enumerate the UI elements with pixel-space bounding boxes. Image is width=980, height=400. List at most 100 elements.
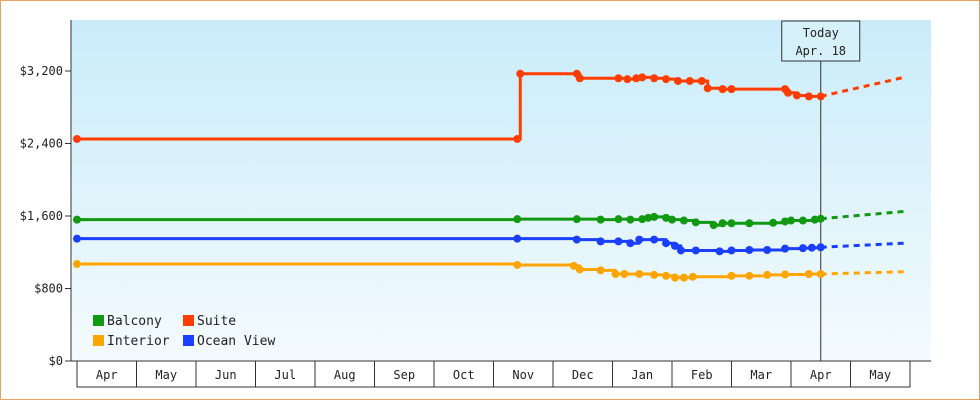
data-point-ocean-view: [763, 245, 772, 254]
legend-swatch: [93, 315, 104, 326]
data-point-suite: [727, 85, 736, 94]
data-point-ocean-view: [816, 243, 825, 252]
data-point-suite: [685, 76, 694, 85]
data-point-interior: [763, 270, 772, 279]
data-point-balcony: [614, 215, 623, 224]
data-point-ocean-view: [670, 241, 679, 250]
data-point-interior: [688, 272, 697, 281]
data-point-suite: [632, 74, 641, 83]
data-point-interior: [569, 261, 578, 270]
data-point-balcony: [650, 212, 659, 221]
x-tick-label: Apr: [96, 368, 118, 382]
series-forecast-balcony: [820, 209, 905, 221]
data-point-ocean-view: [715, 247, 724, 256]
data-point-ocean-view: [798, 244, 807, 253]
series-suite: [73, 69, 905, 143]
data-point-ocean-view: [676, 246, 685, 255]
data-point-suite: [697, 76, 706, 85]
data-point-suite: [784, 88, 793, 97]
data-point-balcony: [596, 215, 605, 224]
legend-label: Balcony: [107, 314, 162, 329]
data-point-ocean-view: [781, 244, 790, 253]
data-point-suite: [804, 92, 813, 101]
data-point-interior: [635, 270, 644, 278]
data-point-suite: [516, 69, 525, 78]
x-tick-label: Nov: [512, 368, 534, 382]
data-point-balcony: [745, 219, 754, 228]
data-point-ocean-view: [626, 239, 635, 248]
data-point-balcony: [638, 215, 647, 224]
x-tick-label: May: [869, 368, 891, 382]
legend-swatch: [93, 335, 104, 346]
y-axis: $0 $800 $1,600 $2,400 $3,200: [20, 20, 72, 368]
data-point-balcony: [781, 217, 790, 226]
series-balcony: [73, 209, 905, 230]
data-point-suite: [614, 74, 623, 83]
data-point-interior: [620, 270, 629, 278]
data-point-interior: [650, 270, 659, 279]
data-point-balcony: [727, 219, 736, 228]
x-tick-label: Oct: [453, 368, 475, 382]
data-point-suite: [513, 134, 522, 143]
legend-item-interior: Interior: [93, 334, 170, 349]
data-point-balcony: [679, 216, 688, 225]
data-point-suite: [718, 85, 727, 94]
x-tick-label: May: [155, 368, 177, 382]
x-tick-label: Aug: [334, 368, 356, 382]
data-point-balcony: [513, 215, 522, 224]
data-point-suite: [662, 75, 671, 84]
x-tick-label: Feb: [691, 368, 713, 382]
legend-swatch: [183, 335, 194, 346]
data-point-ocean-view: [745, 245, 754, 254]
data-point-balcony: [798, 216, 807, 225]
data-point-ocean-view: [662, 239, 671, 248]
data-point-balcony: [769, 218, 778, 227]
data-point-balcony: [787, 216, 795, 225]
y-tick-label: $3,200: [20, 64, 63, 78]
data-point-ocean-view: [635, 235, 644, 244]
today-label-box: [781, 20, 861, 62]
data-point-suite: [638, 73, 647, 82]
legend-label: Ocean View: [197, 334, 275, 349]
data-point-balcony: [644, 213, 653, 222]
data-point-ocean-view: [807, 243, 816, 252]
data-point-interior: [596, 266, 605, 275]
data-point-interior: [727, 271, 736, 280]
data-point-balcony: [816, 214, 825, 223]
series-forecast-suite: [820, 75, 905, 98]
series-interior: [73, 260, 905, 282]
today-label: Today: [803, 26, 839, 40]
y-tick-label: $800: [34, 282, 63, 296]
x-tick-label: Sep: [393, 368, 415, 382]
data-point-suite: [575, 74, 584, 83]
data-point-ocean-view: [572, 235, 581, 244]
data-point-interior: [662, 271, 671, 280]
series-layer: [73, 69, 905, 282]
x-axis: Apr May Jun Jul Aug Sep Oct Nov Dec Jan Feb Mar Apr M…: [71, 360, 931, 388]
data-point-interior: [679, 273, 688, 282]
x-tick-label: Jul: [274, 368, 296, 382]
data-point-balcony: [626, 215, 635, 224]
data-point-ocean-view: [614, 237, 623, 246]
y-tick-label: $2,400: [20, 137, 63, 151]
data-point-balcony: [572, 215, 581, 224]
data-point-ocean-view: [650, 235, 659, 244]
data-point-suite: [623, 75, 632, 84]
data-point-suite: [73, 134, 81, 143]
data-point-interior: [781, 270, 790, 279]
data-point-ocean-view: [513, 234, 522, 243]
data-point-balcony: [810, 215, 819, 224]
series-forecast-interior: [820, 270, 905, 276]
data-point-suite: [673, 76, 682, 85]
legend-label: Suite: [197, 314, 236, 329]
data-point-interior: [611, 270, 620, 278]
legend-label: Interior: [107, 334, 170, 349]
data-point-interior: [513, 260, 522, 269]
data-point-suite: [650, 74, 659, 83]
data-point-ocean-view: [73, 234, 81, 243]
data-point-ocean-view: [727, 246, 736, 255]
data-point-ocean-view: [596, 237, 605, 246]
today-date: Apr. 18: [795, 44, 846, 58]
data-point-balcony: [73, 215, 81, 224]
y-tick-label: $0: [49, 354, 63, 368]
